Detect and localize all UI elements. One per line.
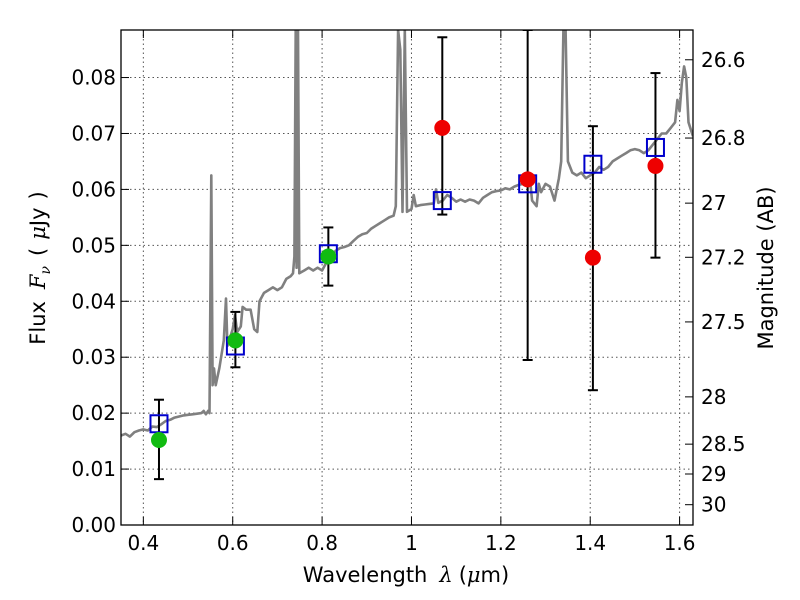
x-axis-label: Wavelength λ (μm) bbox=[303, 563, 509, 587]
hst-data-point bbox=[647, 157, 664, 174]
model-band-square bbox=[645, 137, 665, 157]
y2-tick-label: 27 bbox=[701, 191, 726, 215]
x-axis-ticks: 0.4 0.6 0.8 1 1.2 1.4 1.6 bbox=[127, 30, 696, 555]
y-axis-ticks: 0.00 0.01 0.02 0.03 0.04 0.05 0.06 0.07 0.08 bbox=[71, 66, 129, 537]
model-band-square bbox=[583, 154, 603, 174]
x-tick-label: 0.4 bbox=[127, 531, 159, 555]
error-bars bbox=[153, 30, 661, 481]
plot-frame bbox=[120, 29, 694, 526]
hst-data-point bbox=[519, 171, 536, 188]
y-tick-label: 0.02 bbox=[71, 401, 116, 425]
x-tick-label: 0.8 bbox=[306, 531, 338, 555]
ground-data-point bbox=[150, 431, 167, 448]
y2-tick-label: 27.2 bbox=[701, 245, 746, 269]
y-axis-label: FluxFν(μJy) bbox=[26, 191, 54, 344]
y-tick-label: 0.06 bbox=[71, 177, 116, 201]
model-band-square bbox=[432, 191, 452, 211]
y2-tick-label: 30 bbox=[701, 493, 726, 517]
y2-axis-label: Magnitude (AB) bbox=[754, 186, 778, 349]
y-tick-label: 0.01 bbox=[71, 457, 116, 481]
x-tick-label: 1.2 bbox=[485, 531, 517, 555]
y2-tick-label: 27.5 bbox=[701, 310, 746, 334]
data-markers bbox=[150, 119, 664, 448]
x-tick-label: 1.4 bbox=[574, 531, 606, 555]
ground-data-point bbox=[320, 248, 337, 265]
y2-tick-label: 28 bbox=[701, 385, 726, 409]
x-tick-label: 1.6 bbox=[664, 531, 696, 555]
y-tick-label: 0.07 bbox=[71, 121, 116, 145]
hst-data-point bbox=[434, 119, 451, 136]
y2-tick-label: 28.5 bbox=[701, 432, 746, 456]
plot-area bbox=[121, 30, 693, 481]
y-tick-label: 0.08 bbox=[71, 66, 116, 90]
y2-tick-label: 29 bbox=[701, 462, 726, 486]
y2-axis-ticks: 26.6 26.8 27 27.2 27.5 28 28.5 29 30 bbox=[685, 48, 746, 517]
x-tick-label: 0.6 bbox=[217, 531, 249, 555]
y-tick-label: 0.03 bbox=[71, 345, 116, 369]
x-tick-label: 1 bbox=[405, 531, 418, 555]
spectrum-line bbox=[121, 30, 693, 438]
y2-tick-label: 26.6 bbox=[701, 48, 746, 72]
hst-data-point bbox=[584, 249, 601, 266]
grid-lines bbox=[121, 30, 693, 525]
y2-tick-label: 26.8 bbox=[701, 126, 746, 150]
y-tick-label: 0.04 bbox=[71, 289, 116, 313]
y-tick-label: 0.00 bbox=[71, 513, 116, 537]
y-tick-label: 0.05 bbox=[71, 233, 116, 257]
ground-data-point bbox=[227, 332, 244, 349]
